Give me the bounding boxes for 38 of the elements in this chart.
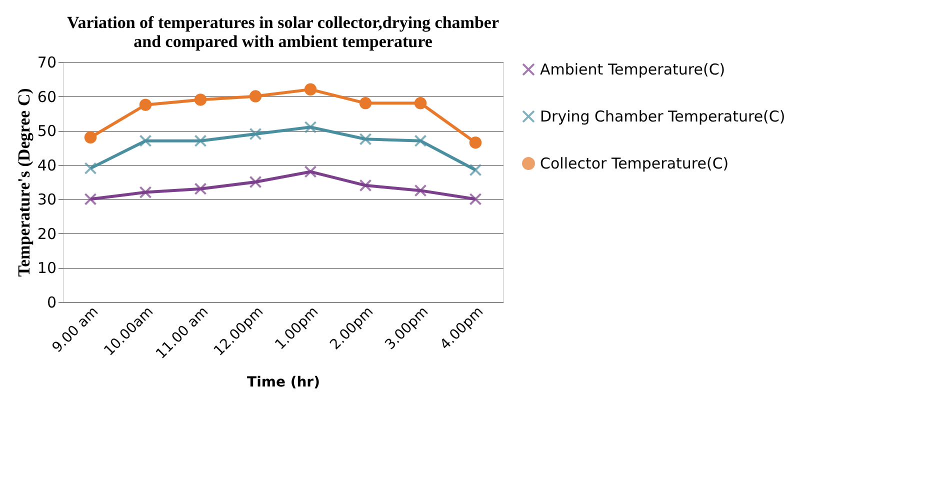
point bbox=[84, 131, 97, 144]
point bbox=[194, 134, 207, 148]
point bbox=[359, 179, 372, 192]
point bbox=[469, 192, 482, 206]
point bbox=[469, 136, 482, 149]
point bbox=[194, 182, 207, 196]
point bbox=[359, 97, 372, 110]
point bbox=[414, 97, 427, 110]
legend-label: Drying Chamber Temperature(C) bbox=[540, 108, 786, 126]
point bbox=[139, 98, 152, 111]
x-axis-title: Time (hr) bbox=[247, 374, 320, 391]
point bbox=[414, 134, 427, 148]
point bbox=[194, 94, 207, 106]
point bbox=[469, 164, 482, 176]
y-tick-label: 50 bbox=[37, 122, 56, 140]
point bbox=[84, 162, 97, 175]
y-tick-label: 0 bbox=[46, 294, 56, 312]
point bbox=[414, 184, 427, 197]
point bbox=[139, 134, 152, 148]
point bbox=[304, 120, 317, 134]
point bbox=[359, 132, 372, 146]
y-tick-label: 10 bbox=[37, 259, 56, 278]
y-tick-label: 20 bbox=[37, 224, 56, 243]
y-axis-title: Temperature's (Degree C) bbox=[14, 88, 34, 277]
chart-title: Variation of temperatures in solar collector,drying chamber and compared with ambient temperature bbox=[66, 13, 500, 51]
point bbox=[84, 192, 97, 206]
point bbox=[249, 90, 262, 102]
y-tick-label: 70 bbox=[37, 54, 56, 72]
legend-label: Ambient Temperature(C) bbox=[540, 60, 726, 78]
point bbox=[304, 165, 317, 178]
y-tick-label: 60 bbox=[37, 88, 56, 106]
point bbox=[249, 128, 262, 140]
point bbox=[249, 176, 262, 188]
y-tick-label: 40 bbox=[37, 156, 56, 174]
point bbox=[304, 83, 317, 96]
point bbox=[139, 186, 152, 199]
y-tick-label: 30 bbox=[37, 190, 56, 209]
legend-label: Collector Temperature(C) bbox=[540, 154, 729, 172]
